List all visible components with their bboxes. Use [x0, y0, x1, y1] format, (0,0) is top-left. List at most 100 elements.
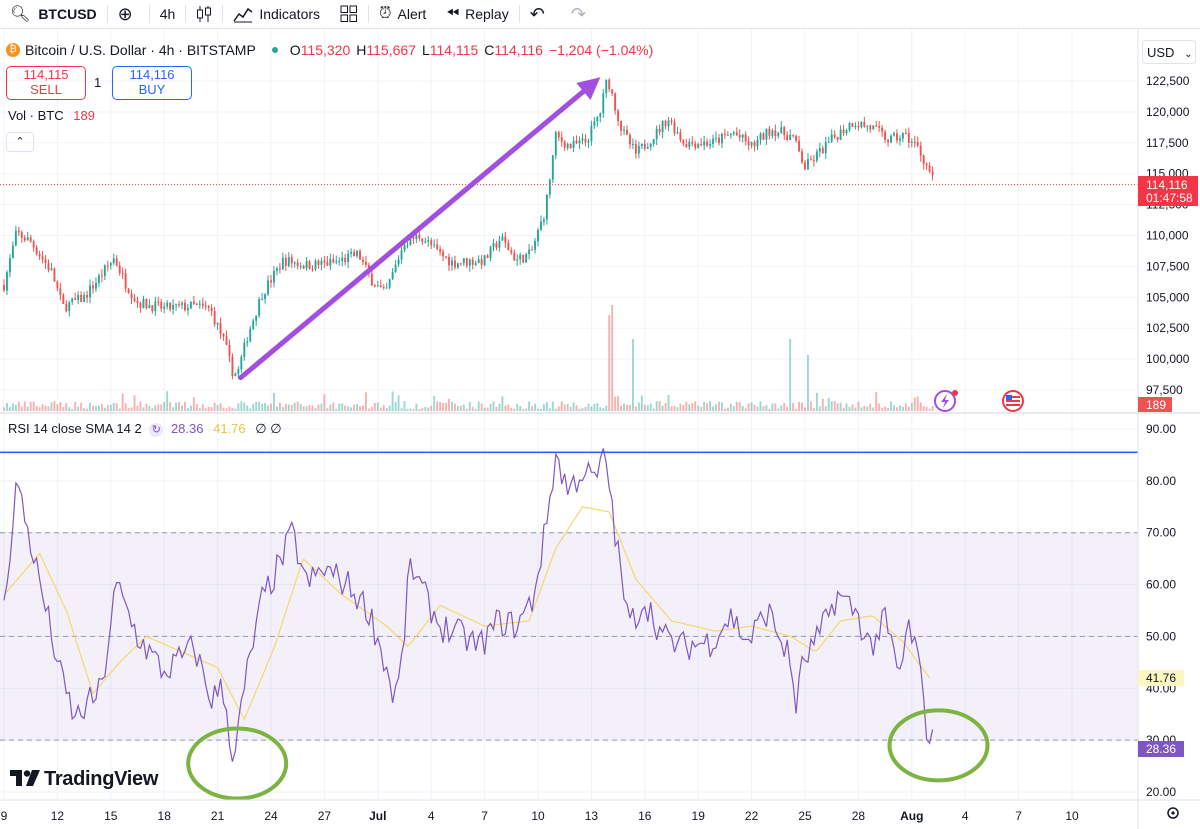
price-tick-label: 102,500	[1146, 321, 1190, 335]
alert-button[interactable]: ⏰︎ Alert	[369, 0, 436, 28]
tradingview-logo[interactable]: TradingView	[10, 768, 158, 791]
volume-bar	[83, 408, 86, 411]
order-quantity[interactable]: 1	[94, 75, 102, 90]
price-chart[interactable]: 122,500120,000117,500115,000112,500110,0…	[0, 29, 1200, 829]
candle-body	[83, 294, 86, 302]
candle-body	[364, 261, 367, 265]
candle-body	[213, 311, 216, 325]
volume-legend[interactable]: Vol · BTC 189	[8, 108, 95, 123]
volume-bar	[762, 406, 765, 411]
candle-body	[596, 117, 599, 122]
volume-bar	[424, 407, 427, 411]
price-axis-ticks[interactable]: 122,500120,000117,500115,000112,500110,0…	[1146, 74, 1190, 397]
candle-body	[747, 141, 750, 146]
volume-bar	[252, 403, 255, 411]
rsi-legend[interactable]: RSI 14 close SMA 14 2 ↻ 28.36 41.76 ∅ ∅	[8, 421, 282, 437]
candle-body	[884, 131, 887, 140]
candle-body	[178, 304, 180, 306]
volume-bar	[6, 402, 8, 411]
rewind-icon: ⏪︎	[446, 5, 460, 22]
volume-bar	[750, 402, 753, 411]
volume-bar	[311, 405, 314, 411]
candle-body	[901, 132, 904, 139]
volume-bar	[554, 408, 557, 411]
time-axis-ticks[interactable]: 9 12 15 18 21 24 27 Jul 4 7 10 13 16 19 22 25 28 Aug 4 7 10	[1, 809, 1079, 823]
rsi-low-circle-left[interactable]	[186, 726, 289, 801]
us-flag-event-icon[interactable]	[1002, 390, 1024, 412]
volume-bar	[439, 401, 442, 411]
candle-body	[382, 287, 385, 289]
sync-icon: ↻	[149, 423, 164, 437]
volume-bar	[637, 402, 640, 411]
volume-bar	[863, 405, 866, 411]
buy-button[interactable]: 114,116 BUY	[112, 66, 192, 100]
candle-body	[195, 303, 198, 305]
plus-circle-icon: ⊕	[117, 3, 133, 24]
volume-bar	[798, 401, 801, 411]
candle-body	[77, 294, 80, 300]
candle-body	[777, 132, 780, 137]
candle-body	[522, 254, 525, 263]
volume-bar	[139, 401, 142, 411]
volume-bar	[471, 406, 474, 411]
candle-body	[634, 143, 637, 154]
volume-bar	[451, 401, 453, 411]
time-tick-label: 10	[1065, 809, 1079, 823]
candle-body	[160, 301, 163, 309]
redo-button[interactable]: ↷	[561, 0, 602, 28]
volume-bar	[712, 406, 714, 411]
candle-body	[320, 260, 323, 265]
price-tag-countdown: 01:47:58	[1146, 191, 1193, 205]
candle-body	[430, 240, 433, 246]
volume-bar	[145, 403, 148, 411]
indicators-button[interactable]: Indicators	[223, 0, 330, 28]
volume-bar	[691, 403, 694, 411]
volume-bar	[670, 406, 673, 411]
rsi-low-circle-right[interactable]	[887, 708, 990, 783]
candle-body	[246, 341, 249, 343]
interval-label: 4h	[159, 6, 176, 22]
undo-button[interactable]: ↶	[520, 0, 561, 28]
candle-body	[145, 298, 148, 308]
candle-body	[26, 237, 29, 241]
volume-bar	[50, 402, 53, 411]
volume-bar	[486, 407, 489, 411]
chart-type-button[interactable]	[186, 0, 222, 28]
indicators-label: Indicators	[259, 6, 321, 22]
candle-body	[50, 268, 53, 271]
volume-bar	[489, 403, 492, 411]
low-value: 114,115	[429, 42, 479, 58]
volume-bar	[270, 403, 272, 411]
volume-bar	[557, 406, 560, 411]
volume-bar	[815, 392, 818, 411]
volume-bar	[516, 403, 519, 411]
price-tick-label: 107,500	[1146, 259, 1190, 273]
candle-body	[631, 143, 634, 145]
trend-arrow[interactable]	[238, 88, 586, 381]
compare-button[interactable]: ⊕	[108, 0, 149, 28]
candle-body	[278, 268, 281, 270]
volume-bar	[679, 403, 682, 411]
volume-bar	[391, 391, 394, 411]
volume-bar	[744, 408, 747, 411]
volume-bar	[382, 404, 385, 411]
layouts-button[interactable]	[330, 0, 368, 28]
sell-button[interactable]: 114,115 SELL	[6, 66, 86, 100]
interval-button[interactable]: 4h	[150, 0, 186, 28]
volume-bar	[59, 401, 62, 411]
volume-bar	[726, 407, 729, 411]
settings-gear-icon[interactable]	[1167, 807, 1179, 819]
candle-body	[602, 93, 605, 114]
candle-body	[17, 230, 20, 233]
collapse-legend-button[interactable]: ⌃	[6, 132, 34, 152]
symbol-search[interactable]: 🔍︎ BTCUSD	[0, 0, 107, 28]
replay-button[interactable]: ⏪︎ Replay	[436, 0, 518, 28]
volume-bar	[356, 404, 358, 411]
news-flash-icon[interactable]	[934, 390, 958, 412]
currency-selector[interactable]: USD ⌄	[1142, 40, 1196, 64]
symbol-legend[interactable]: ₿ Bitcoin / U.S. Dollar · 4h · BITSTAMP …	[6, 42, 653, 58]
volume-bar	[97, 405, 100, 411]
rsi-tick-label: 90.00	[1146, 422, 1176, 436]
volume-bar	[178, 402, 180, 411]
candle-body	[893, 133, 895, 136]
